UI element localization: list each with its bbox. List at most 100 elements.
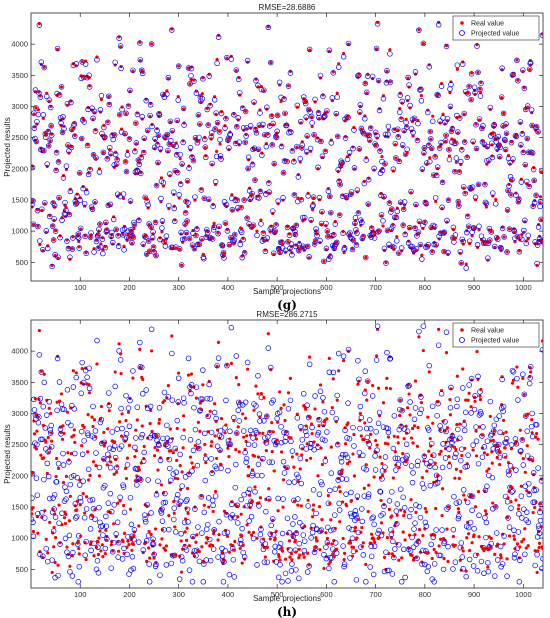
projected-value-point [95, 245, 102, 251]
y-tick-label: 1500 [11, 195, 28, 204]
projected-value-point [299, 142, 306, 148]
real-value-point [535, 570, 539, 575]
projected-value-point [170, 471, 177, 477]
projected-value-point [31, 164, 36, 171]
real-value-point [121, 196, 126, 201]
real-value-point [225, 534, 230, 538]
real-value-point [127, 443, 132, 447]
real-value-point [398, 398, 402, 402]
projected-value-point [290, 533, 297, 540]
real-value-point [312, 133, 316, 137]
real-value-point [59, 392, 64, 396]
real-value-point [130, 241, 134, 245]
real-value-point [141, 377, 145, 381]
real-value-point [246, 60, 250, 64]
real-value-point [331, 377, 335, 381]
real-value-point [384, 260, 388, 265]
real-value-point [397, 465, 401, 470]
projected-value-point [208, 130, 215, 136]
projected-value-point [62, 535, 69, 542]
projected-value-point [399, 407, 405, 414]
projected-value-point [264, 235, 271, 241]
real-value-point [206, 230, 210, 234]
projected-value-point [241, 197, 247, 203]
real-value-point [182, 428, 186, 432]
projected-value-point [371, 521, 377, 528]
projected-value-point [63, 496, 69, 502]
projected-value-point [103, 523, 110, 529]
real-value-point [33, 397, 38, 401]
projected-value-point [286, 529, 293, 536]
real-value-point [421, 533, 425, 538]
projected-value-point [49, 263, 55, 270]
projected-value-point [46, 495, 53, 502]
projected-value-point [102, 545, 109, 552]
projected-value-point [431, 561, 438, 567]
real-value-point [422, 152, 426, 156]
projected-value-point [199, 530, 205, 536]
projected-value-point [463, 229, 470, 236]
real-value-point [305, 135, 309, 139]
real-value-point [148, 249, 152, 253]
projected-value-point [426, 142, 432, 148]
projected-value-point [301, 245, 307, 251]
real-value-point [329, 518, 333, 522]
real-value-point [384, 79, 389, 83]
projected-value-point [452, 454, 458, 461]
projected-value-point [103, 513, 109, 520]
real-value-point [387, 507, 391, 512]
projected-value-point [491, 422, 498, 429]
projected-value-point [522, 161, 529, 168]
real-value-point [69, 145, 73, 149]
real-value-point [172, 511, 176, 515]
real-value-point [495, 148, 499, 153]
real-value-point [521, 376, 525, 381]
y-tick-label: 3000 [11, 409, 28, 418]
projected-value-point [418, 98, 425, 104]
real-value-point [259, 218, 263, 222]
real-value-point [473, 505, 478, 509]
real-value-point [320, 517, 324, 522]
real-value-point [219, 463, 223, 467]
projected-value-point [539, 237, 543, 244]
real-value-point [504, 439, 509, 443]
real-value-point [176, 94, 180, 99]
projected-value-point [323, 555, 330, 562]
projected-value-point [258, 526, 264, 533]
projected-value-point [515, 397, 521, 403]
real-value-point [170, 130, 174, 134]
real-value-point [358, 418, 362, 423]
real-value-point [370, 225, 374, 229]
real-value-point [465, 155, 469, 159]
projected-value-point [177, 151, 183, 158]
projected-value-point [197, 121, 203, 127]
real-value-point [447, 148, 451, 152]
projected-value-point [394, 501, 401, 507]
real-value-point [124, 169, 129, 174]
real-value-point [118, 420, 122, 424]
real-value-point [410, 426, 415, 431]
projected-value-point [84, 142, 91, 149]
projected-value-point [375, 229, 381, 235]
real-value-point [124, 476, 129, 481]
real-value-point [270, 142, 274, 147]
projected-value-point [455, 426, 461, 433]
real-value-point [464, 398, 468, 402]
projected-value-point [172, 218, 178, 225]
projected-value-point [233, 140, 239, 147]
projected-value-point [311, 446, 317, 453]
real-value-point [335, 240, 339, 244]
projected-value-point [483, 519, 490, 526]
real-value-point [267, 498, 271, 502]
real-value-point [279, 450, 284, 454]
real-value-point [427, 449, 431, 453]
real-value-point [519, 484, 523, 488]
real-value-point [184, 231, 189, 235]
projected-value-point [336, 507, 343, 513]
projected-value-point [236, 139, 242, 145]
real-value-point [529, 370, 533, 374]
projected-value-point [173, 151, 180, 158]
real-value-point [419, 93, 423, 98]
projected-value-point [322, 113, 328, 119]
real-value-point [42, 456, 46, 460]
